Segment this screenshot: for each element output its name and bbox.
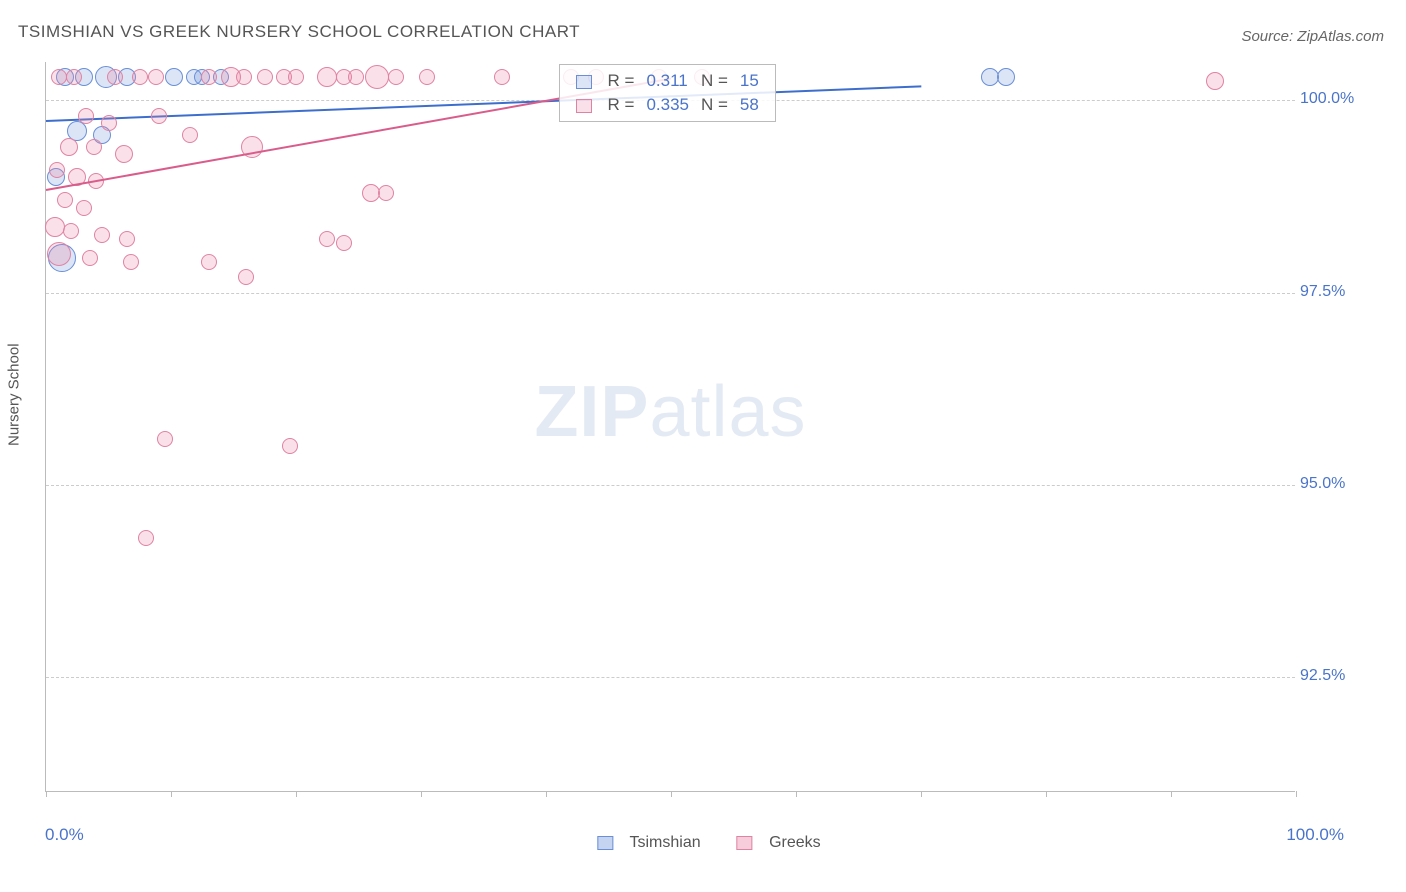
data-point (288, 69, 304, 85)
data-point (317, 67, 337, 87)
chart-container: TSIMSHIAN VS GREEK NURSERY SCHOOL CORREL… (0, 0, 1406, 892)
data-point (123, 254, 139, 270)
x-tick (1296, 791, 1297, 797)
data-point (47, 242, 71, 266)
data-point (419, 69, 435, 85)
data-point (57, 192, 73, 208)
data-point (66, 69, 82, 85)
data-point (119, 231, 135, 247)
data-point (78, 108, 94, 124)
watermark: ZIPatlas (534, 371, 806, 453)
gridline (46, 485, 1295, 486)
stats-legend: R =0.311N =15R =0.335N =58 (559, 64, 776, 122)
data-point (388, 69, 404, 85)
x-tick (1046, 791, 1047, 797)
data-point (494, 69, 510, 85)
plot-area: ZIPatlas R =0.311N =15R =0.335N =58 (45, 62, 1295, 792)
data-point (1206, 72, 1224, 90)
x-axis-min-label: 0.0% (45, 825, 84, 845)
bottom-legend: Tsimshian Greeks (573, 834, 832, 852)
x-axis-max-label: 100.0% (1286, 825, 1344, 845)
y-tick-label: 92.5% (1300, 667, 1385, 685)
data-point (49, 162, 65, 178)
data-point (132, 69, 148, 85)
x-tick (671, 791, 672, 797)
data-point (76, 200, 92, 216)
x-tick (546, 791, 547, 797)
x-tick (296, 791, 297, 797)
data-point (257, 69, 273, 85)
data-point (336, 235, 352, 251)
data-point (997, 68, 1015, 86)
x-tick (796, 791, 797, 797)
data-point (182, 127, 198, 143)
data-point (60, 138, 78, 156)
data-point (378, 185, 394, 201)
data-point (201, 69, 217, 85)
x-tick (1171, 791, 1172, 797)
data-point (238, 269, 254, 285)
x-tick (921, 791, 922, 797)
data-point (86, 139, 102, 155)
data-point (151, 108, 167, 124)
data-point (236, 69, 252, 85)
data-point (63, 223, 79, 239)
data-point (319, 231, 335, 247)
legend-item: Greeks (725, 834, 821, 851)
legend-item: Tsimshian (585, 834, 700, 851)
data-point (148, 69, 164, 85)
data-point (45, 217, 65, 237)
y-tick-label: 97.5% (1300, 283, 1385, 301)
chart-title: TSIMSHIAN VS GREEK NURSERY SCHOOL CORREL… (18, 22, 580, 42)
data-point (107, 69, 123, 85)
x-tick (171, 791, 172, 797)
y-axis-label: Nursery School (6, 343, 23, 446)
y-tick-label: 95.0% (1300, 475, 1385, 493)
data-point (82, 250, 98, 266)
data-point (51, 69, 67, 85)
x-tick (46, 791, 47, 797)
data-point (101, 115, 117, 131)
data-point (157, 431, 173, 447)
data-point (138, 530, 154, 546)
data-point (94, 227, 110, 243)
x-tick (421, 791, 422, 797)
source-label: Source: ZipAtlas.com (1241, 28, 1384, 45)
data-point (282, 438, 298, 454)
data-point (365, 65, 389, 89)
data-point (115, 145, 133, 163)
data-point (201, 254, 217, 270)
data-point (165, 68, 183, 86)
trend-line (46, 85, 921, 122)
y-tick-label: 100.0% (1300, 90, 1385, 108)
data-point (348, 69, 364, 85)
gridline (46, 293, 1295, 294)
gridline (46, 677, 1295, 678)
